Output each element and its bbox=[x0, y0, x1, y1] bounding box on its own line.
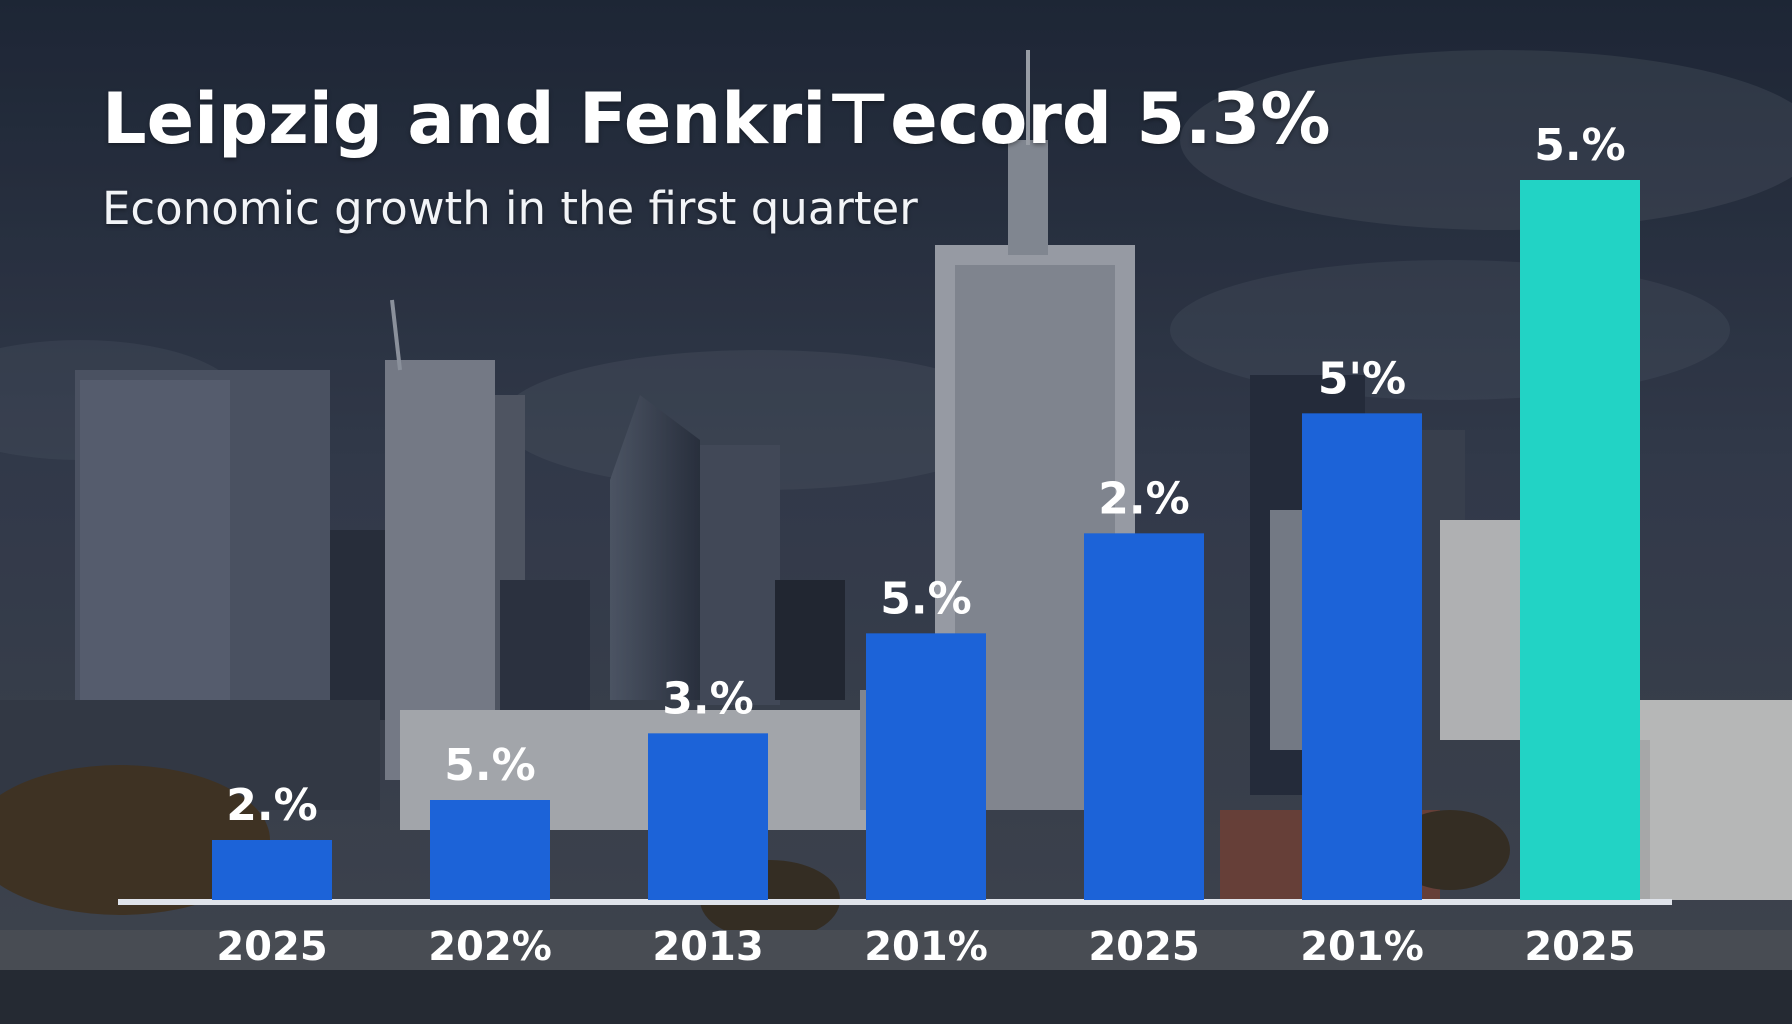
bar-value-label: 3.% bbox=[662, 673, 753, 724]
x-tick-label: 202% bbox=[428, 924, 552, 970]
chart-title: Leipzig and Fenkri⊤ecord 5.3% bbox=[102, 78, 1331, 160]
x-tick-label: 2025 bbox=[216, 924, 327, 970]
bar bbox=[1084, 533, 1204, 900]
bar bbox=[1520, 180, 1640, 900]
x-tick-label: 2013 bbox=[652, 924, 763, 970]
x-tick-label: 2025 bbox=[1524, 924, 1635, 970]
bar-value-label: 5.% bbox=[880, 573, 971, 624]
bar-value-label: 5.% bbox=[444, 740, 535, 791]
chart-subtitle: Economic growth in the first quarter bbox=[102, 182, 918, 235]
bar-value-label: 2.% bbox=[226, 780, 317, 831]
bar bbox=[1302, 413, 1422, 900]
bar bbox=[866, 633, 986, 900]
x-tick-label: 201% bbox=[864, 924, 988, 970]
x-tick-label: 2025 bbox=[1088, 924, 1199, 970]
bar-value-label: 2.% bbox=[1098, 473, 1189, 524]
bar bbox=[430, 800, 550, 900]
bar-value-label: 5'% bbox=[1318, 353, 1406, 404]
bar bbox=[648, 733, 768, 900]
bar bbox=[212, 840, 332, 900]
x-tick-label: 201% bbox=[1300, 924, 1424, 970]
bar-value-label: 5.% bbox=[1534, 120, 1625, 171]
